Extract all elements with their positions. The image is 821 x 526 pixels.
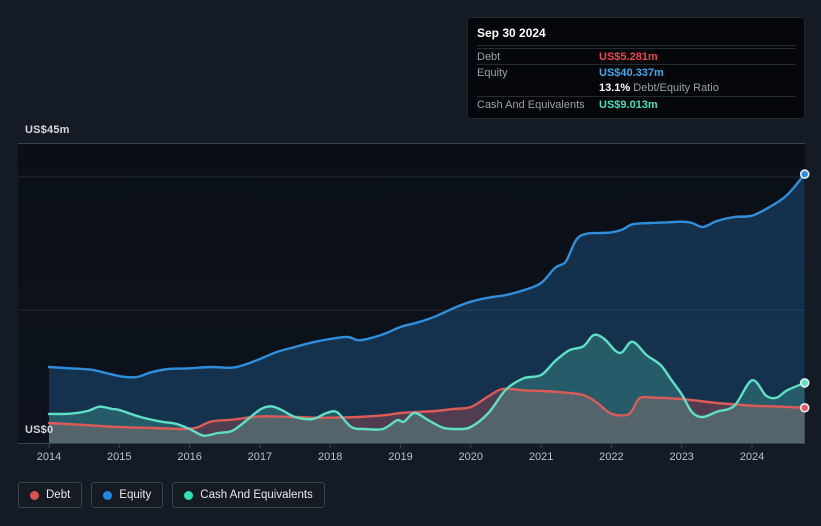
legend-item-equity[interactable]: Equity xyxy=(91,482,164,508)
tooltip-row-label: Equity xyxy=(477,67,508,79)
tooltip-row-ratio: 13.1% Debt/Equity Ratio xyxy=(477,80,796,96)
legend-item-label: Equity xyxy=(119,489,152,501)
legend-item-cash[interactable]: Cash And Equivalents xyxy=(172,482,325,508)
legend-item-label: Cash And Equivalents xyxy=(200,489,313,501)
tooltip-rows: Debt US$5.281m Equity US$40.337m 13.1% Debt/… xyxy=(477,48,796,112)
tooltip-row-value: US$5.281m xyxy=(599,51,658,63)
tooltip-row-value: US$40.337m xyxy=(599,67,664,79)
tooltip-row-equity: Equity US$40.337m xyxy=(477,64,796,80)
equity-series-dot-icon xyxy=(103,490,113,500)
x-axis-label-2020: 2020 xyxy=(459,451,483,463)
tooltip-divider xyxy=(477,45,796,46)
debt-end-marker xyxy=(799,402,810,413)
tooltip-row-value: 13.1% Debt/Equity Ratio xyxy=(599,82,719,94)
x-axis-label-2014: 2014 xyxy=(37,451,61,463)
x-axis-label-2016: 2016 xyxy=(177,451,201,463)
chart-legend: Debt Equity Cash And Equivalents xyxy=(18,482,325,508)
chart-tooltip: Sep 30 2024 Debt US$5.281m Equity US$40.337… xyxy=(467,17,805,119)
tooltip-row-value: US$9.013m xyxy=(599,99,658,111)
y-axis-zero-label: US$0 xyxy=(25,424,54,436)
plot-area xyxy=(18,143,805,443)
x-axis-label-2018: 2018 xyxy=(318,451,342,463)
tooltip-row-debt: Debt US$5.281m xyxy=(477,48,796,64)
debt-area xyxy=(49,388,805,443)
debt-series-dot-icon xyxy=(30,490,39,500)
equity-area xyxy=(49,174,805,443)
debt-line xyxy=(47,387,806,431)
cash-end-marker xyxy=(799,378,810,388)
cash-line xyxy=(47,333,806,437)
legend-item-debt[interactable]: Debt xyxy=(18,482,83,508)
x-axis-label-2019: 2019 xyxy=(388,451,412,463)
x-axis-label-2015: 2015 xyxy=(107,451,131,463)
tooltip-row-label: Debt xyxy=(477,51,501,63)
equity-end-marker xyxy=(799,169,810,179)
x-axis-label-2023: 2023 xyxy=(669,451,693,463)
equity-line xyxy=(47,172,806,379)
tooltip-row-cash: Cash And Equivalents US$9.013m xyxy=(477,96,796,112)
x-axis-label-2021: 2021 xyxy=(529,451,553,463)
y-axis-max-label: US$45m xyxy=(25,124,70,136)
tooltip-date: Sep 30 2024 xyxy=(477,26,546,40)
legend-item-label: Debt xyxy=(46,489,71,501)
debt-equity-history-chart[interactable]: 2014 2015 2016 2017 2018 2019 2020 2021 2022 2023… xyxy=(0,0,821,470)
x-axis-label-2022: 2022 xyxy=(599,451,623,463)
x-axis-label-2024: 2024 xyxy=(740,451,764,463)
x-axis-label-2017: 2017 xyxy=(248,451,272,463)
cash-series-dot-icon xyxy=(184,490,194,500)
tooltip-row-label: Cash And Equivalents xyxy=(477,99,585,111)
